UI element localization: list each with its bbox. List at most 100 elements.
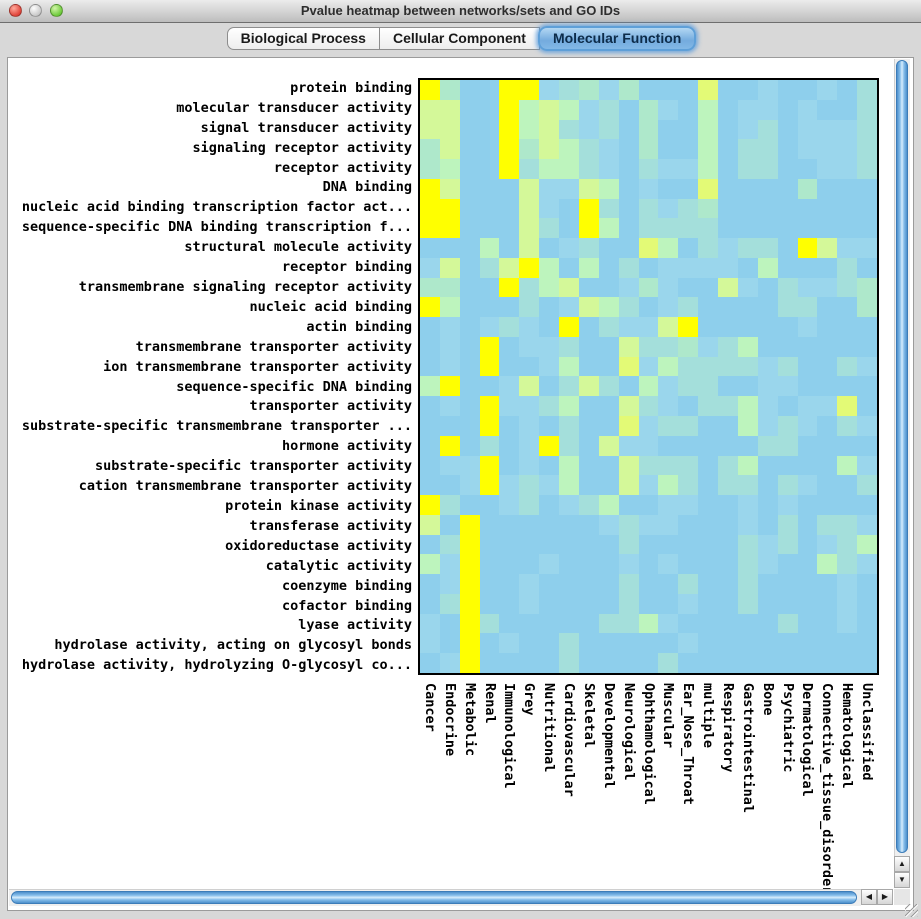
heatmap-cell [499, 317, 520, 337]
scroll-down-button[interactable]: ▼ [894, 872, 910, 888]
heatmap-cell [777, 376, 798, 397]
heatmap-cell [638, 416, 659, 436]
heatmap-cell [420, 99, 440, 120]
heatmap-cell [658, 495, 679, 515]
heatmap-cell [817, 653, 838, 673]
heatmap-cell [618, 119, 639, 140]
heatmap-cell [817, 514, 838, 535]
heatmap-cell [718, 653, 738, 673]
heatmap-cell [420, 257, 440, 278]
col-label: Hematological [839, 683, 856, 789]
heatmap-cell [578, 257, 599, 278]
heatmap-cell [797, 139, 818, 160]
heatmap-cell [638, 653, 659, 673]
heatmap-cell [678, 238, 699, 258]
heatmap-cell [777, 554, 798, 575]
heatmap-cell [638, 574, 659, 594]
vertical-scrollbar[interactable] [894, 59, 910, 856]
heatmap-cell [837, 613, 858, 634]
heatmap-cell [559, 514, 579, 535]
heatmap-cell [578, 534, 599, 555]
heatmap-cell [777, 317, 798, 337]
heatmap-cell [678, 257, 699, 278]
heatmap-cell [638, 139, 659, 160]
tab-group: Biological Process Cellular Component Mo… [226, 26, 697, 51]
col-label: Ear_Nose_Throat [680, 683, 697, 805]
heatmap-cell [459, 455, 480, 476]
col-label: Neurological [620, 683, 637, 781]
heatmap-cell [578, 139, 599, 160]
heatmap-cell [479, 139, 500, 160]
heatmap-cell [817, 475, 838, 496]
heatmap-cell [439, 633, 460, 654]
heatmap-cell [598, 514, 619, 535]
heatmap-cell [678, 613, 699, 634]
heatmap-cell [698, 653, 719, 673]
heatmap-cell [578, 178, 599, 199]
heatmap-cell [598, 80, 619, 100]
heatmap-cell [519, 159, 540, 179]
heatmap-cell [618, 475, 639, 496]
heatmap-cell [658, 475, 679, 496]
heatmap-cell [559, 613, 579, 634]
heatmap-cell [559, 139, 579, 160]
scroll-right-button[interactable]: ▶ [877, 889, 893, 905]
col-label: Cardiovascular [561, 683, 578, 797]
heatmap-cell [578, 119, 599, 140]
heatmap-cell [439, 455, 460, 476]
heatmap-cell [459, 396, 480, 417]
heatmap-cell [757, 198, 778, 219]
heatmap-cell [420, 613, 440, 634]
heatmap-cell [757, 139, 778, 160]
row-label: hormone activity [281, 438, 412, 455]
heatmap-cell [777, 119, 798, 140]
heatmap-cell [817, 376, 838, 397]
tab-molecular-function[interactable]: Molecular Function [537, 26, 697, 51]
heatmap-cell [598, 257, 619, 278]
heatmap-cell [718, 257, 738, 278]
heatmap-cell [817, 574, 838, 594]
heatmap-cell [578, 396, 599, 417]
resize-grip-icon[interactable] [905, 904, 918, 917]
horizontal-scrollbar-thumb[interactable] [11, 891, 857, 904]
heatmap-cell [638, 475, 659, 496]
row-label: oxidoreductase activity [225, 537, 412, 554]
heatmap-cell [857, 416, 877, 436]
heatmap-grid [418, 78, 879, 675]
heatmap-cell [499, 435, 520, 456]
heatmap-cell [658, 317, 679, 337]
heatmap-cell [598, 574, 619, 594]
heatmap-cell [718, 336, 738, 357]
heatmap-cell [678, 376, 699, 397]
heatmap-cell [479, 178, 500, 199]
heatmap-cell [638, 257, 659, 278]
scroll-left-button[interactable]: ◀ [861, 889, 877, 905]
heatmap-cell [837, 99, 858, 120]
heatmap-cell [459, 633, 480, 654]
heatmap-cell [499, 495, 520, 515]
heatmap-cell [638, 435, 659, 456]
heatmap-cell [578, 80, 599, 100]
col-label: Gastrointestinal [739, 683, 756, 814]
heatmap-cell [559, 396, 579, 417]
zoom-button-icon[interactable] [50, 4, 63, 17]
heatmap-cell [817, 455, 838, 476]
heatmap-cell [598, 139, 619, 160]
heatmap-cell [519, 80, 540, 100]
heatmap-cell [837, 593, 858, 614]
tab-cellular-component[interactable]: Cellular Component [379, 27, 540, 50]
minimize-button-icon[interactable] [29, 4, 42, 17]
heatmap-cell [737, 475, 758, 496]
tab-biological-process[interactable]: Biological Process [226, 27, 380, 50]
heatmap-cell [539, 139, 560, 160]
scroll-up-button[interactable]: ▲ [894, 856, 910, 872]
heatmap-cell [718, 455, 738, 476]
vertical-scrollbar-thumb[interactable] [896, 60, 908, 853]
col-label: Immunological [501, 683, 518, 789]
heatmap-cell [499, 396, 520, 417]
close-button-icon[interactable] [9, 4, 22, 17]
horizontal-scrollbar[interactable] [9, 889, 861, 906]
heatmap-cell [439, 119, 460, 140]
heatmap-cell [479, 613, 500, 634]
heatmap-cell [777, 80, 798, 100]
